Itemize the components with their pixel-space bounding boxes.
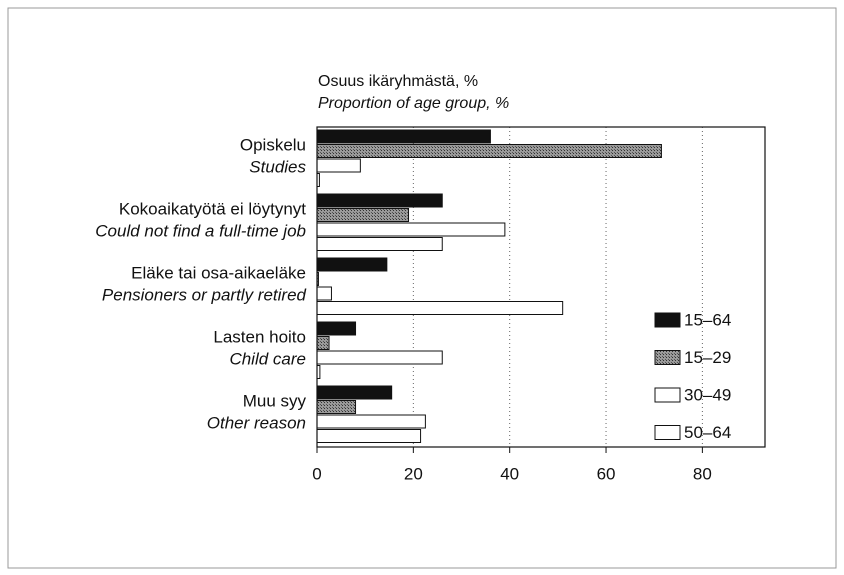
- legend-swatch: [654, 387, 681, 403]
- bar: [316, 129, 491, 144]
- legend-label: 15–29: [684, 348, 731, 367]
- bar: [316, 385, 393, 400]
- bar: [316, 208, 410, 222]
- category-label-en: Studies: [249, 157, 306, 176]
- bar: [316, 144, 662, 158]
- bar: [316, 237, 443, 251]
- bar: [316, 414, 426, 429]
- category-label-en: Pensioners or partly retired: [102, 285, 307, 304]
- bar: [316, 429, 422, 443]
- x-tick-label: 40: [500, 464, 519, 483]
- legend-swatch: [654, 312, 681, 328]
- legend-swatch: [654, 350, 681, 365]
- legend-label: 15–64: [684, 310, 731, 329]
- bar: [316, 400, 357, 414]
- bar: [316, 193, 443, 208]
- chart-title: Osuus ikäryhmästä, %: [318, 73, 478, 90]
- legend-label: 50–64: [684, 423, 731, 442]
- category-label: Kokoaikatyötä ei löytynyt: [119, 199, 306, 218]
- category-label: Lasten hoito: [213, 327, 306, 346]
- bar: [316, 350, 443, 365]
- category-label: Eläke tai osa-aikaeläke: [131, 263, 306, 282]
- x-tick-label: 0: [312, 464, 321, 483]
- bar: [316, 257, 388, 272]
- x-tick-label: 80: [693, 464, 712, 483]
- bar: [316, 321, 357, 336]
- category-label-en: Could not find a full-time job: [95, 221, 306, 240]
- plot-frame: [316, 126, 766, 448]
- category-label: Opiskelu: [240, 135, 306, 154]
- category-label: Muu syy: [243, 391, 307, 410]
- category-label-en: Child care: [229, 349, 306, 368]
- legend-label: 30–49: [684, 385, 731, 404]
- category-label-en: Other reason: [207, 413, 306, 432]
- bar: [316, 286, 332, 301]
- x-tick-label: 20: [404, 464, 423, 483]
- bar: [316, 336, 330, 350]
- frame: [7, 7, 837, 569]
- bar: [316, 301, 564, 315]
- legend-swatch: [654, 425, 681, 440]
- x-tick-label: 60: [597, 464, 616, 483]
- chart-subtitle: Proportion of age group, %: [318, 95, 509, 112]
- bar: [316, 222, 506, 237]
- bar: [316, 158, 361, 173]
